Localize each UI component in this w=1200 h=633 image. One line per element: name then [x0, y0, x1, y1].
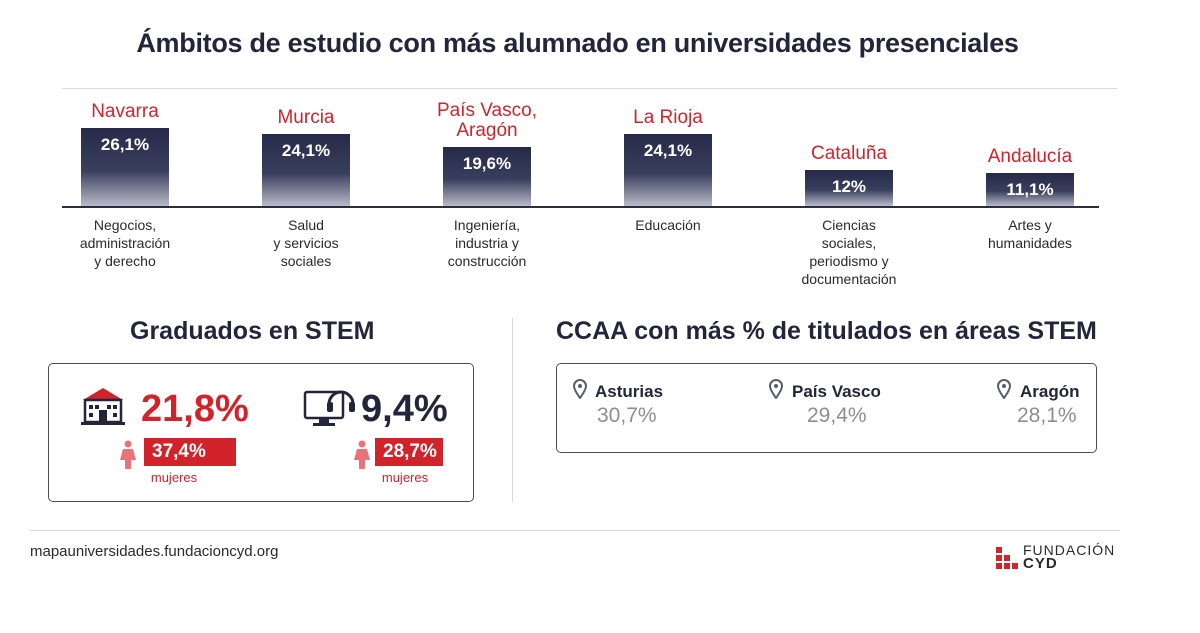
section-divider [512, 318, 513, 502]
footer-url[interactable]: mapauniversidades.fundacioncyd.org [30, 543, 279, 560]
category-label: Salud y servicios sociales [273, 217, 339, 269]
stem-graduates-title: Graduados en STEM [130, 317, 375, 345]
bar-group: Cataluña 12% Ciencias sociales, periodismo… [774, 0, 924, 288]
bar-value-label: 26,1% [100, 135, 150, 154]
chart-baseline [62, 206, 1099, 208]
category-label: Ciencias sociales, periodismo y document… [801, 217, 897, 287]
bar: 12% [805, 170, 893, 206]
bar: 24,1% [262, 134, 350, 206]
fundacion-cyd-logo: FUNDACIÓN CYD [1023, 543, 1115, 571]
footer-divider [30, 530, 1120, 531]
ccaa-name-2: País Vasco [792, 382, 881, 401]
women-percentage-2: 28,7% [375, 438, 443, 466]
bar-value-label: 24,1% [643, 141, 693, 160]
bar: 26,1% [81, 128, 169, 206]
ccaa-stem-title: CCAA con más % de titulados en áreas STE… [556, 317, 1097, 345]
ccaa-value-2: 29,4% [807, 404, 867, 427]
bar-group: Andalucía 11,1% Artes y humanidades [955, 0, 1105, 251]
region-label: Andalucía [987, 146, 1073, 167]
computer-headset-icon [303, 386, 355, 433]
university-building-icon [79, 386, 127, 431]
stem-graduates-value-1: 21,8% [141, 388, 249, 430]
fundacion-cyd-logo-icon [996, 547, 1018, 574]
bar-group: País Vasco, Aragón 19,6% Ingeniería, indust… [412, 0, 562, 270]
women-label-2: mujeres [381, 470, 429, 485]
women-percentage-1: 37,4% [144, 438, 236, 466]
location-pin-icon [572, 378, 588, 404]
page-title: Ámbitos de estudio con más alumnado en u… [136, 28, 1019, 58]
region-label: Murcia [277, 107, 335, 128]
category-label: Negocios, administración y derecho [79, 217, 171, 269]
top-divider [62, 88, 1117, 89]
stem-graduates-value-2: 9,4% [361, 388, 448, 430]
region-label: Cataluña [810, 143, 888, 164]
stem-graduates-box: 21,8% 37,4% mujeres 9,4% 28,7% mujeres [48, 363, 474, 502]
bar-value-label: 11,1% [1006, 180, 1054, 199]
bar-value-label: 24,1% [281, 141, 331, 160]
ccaa-stem-box: Asturias 30,7% País Vasco 29,4% Aragón 2… [556, 363, 1097, 453]
logo-line-1: FUNDACIÓN [1023, 542, 1116, 558]
region-label: País Vasco, Aragón [437, 100, 537, 141]
category-label: Educación [635, 217, 701, 233]
women-label-1: mujeres [150, 470, 198, 485]
woman-icon [353, 440, 371, 475]
bar-group: Navarra 26,1% Negocios, administración y d… [50, 0, 200, 270]
region-label: La Rioja [633, 107, 703, 128]
ccaa-name-3: Aragón [1020, 382, 1080, 401]
location-pin-icon [768, 378, 784, 404]
woman-icon [119, 440, 137, 475]
category-label: Ingeniería, industria y construcción [447, 217, 527, 269]
bar: 11,1% [986, 173, 1074, 206]
bar-value-label: 12% [831, 177, 867, 196]
bar: 24,1% [624, 134, 712, 206]
ccaa-value-3: 28,1% [1017, 404, 1077, 427]
region-label: Navarra [91, 101, 159, 122]
bar-group: La Rioja 24,1% Educación [593, 0, 743, 233]
ccaa-value-1: 30,7% [597, 404, 657, 427]
bar: 19,6% [443, 147, 531, 206]
bar-value-label: 19,6% [462, 154, 512, 173]
bar-group: Murcia 24,1% Salud y servicios sociales [231, 0, 381, 269]
ccaa-name-1: Asturias [595, 382, 664, 401]
logo-line-2: CYD [1023, 555, 1058, 572]
category-label: Artes y humanidades [987, 217, 1073, 251]
location-pin-icon [996, 378, 1012, 404]
